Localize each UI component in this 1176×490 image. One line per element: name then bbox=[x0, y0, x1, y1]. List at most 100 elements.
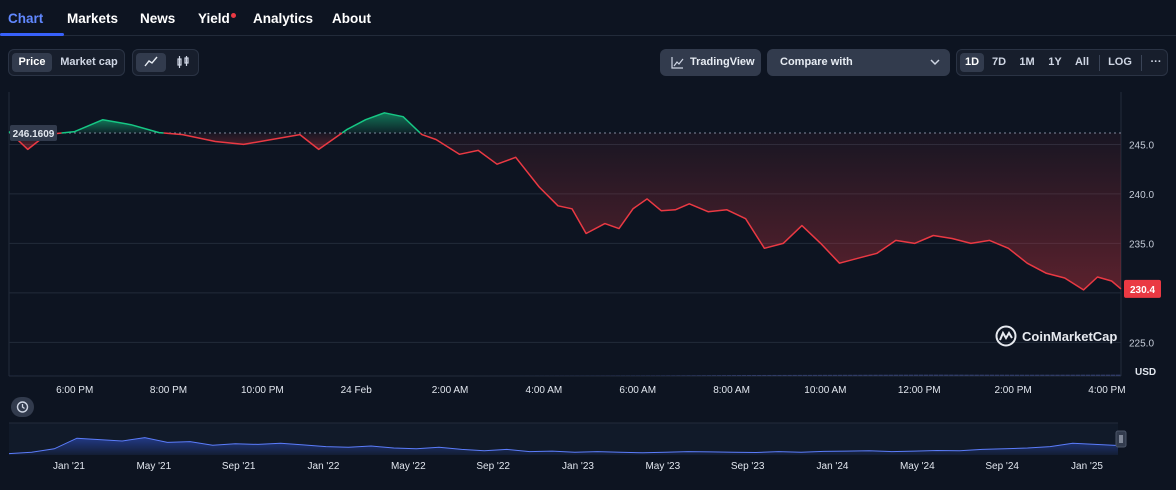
price-button[interactable]: Price bbox=[12, 53, 52, 72]
tab-yield[interactable]: Yield bbox=[198, 11, 236, 26]
volume-bar bbox=[706, 375, 711, 376]
y-tick-label: 240.0 bbox=[1129, 190, 1154, 201]
x-tick-label: 2:00 AM bbox=[432, 385, 469, 396]
tradingview-button[interactable]: TradingView bbox=[660, 49, 761, 76]
candlestick-button[interactable] bbox=[168, 53, 198, 72]
volume-bar bbox=[782, 374, 787, 376]
overview-tick-label: Sep '23 bbox=[731, 461, 765, 472]
y-tick-label: 245.0 bbox=[1129, 140, 1154, 151]
volume-bar bbox=[954, 374, 959, 376]
range-1m[interactable]: 1M bbox=[1019, 56, 1035, 68]
volume-bar bbox=[944, 374, 949, 376]
overview-tick-label: May '23 bbox=[645, 461, 680, 472]
price-line-up bbox=[341, 112, 421, 134]
overview-navigator[interactable]: Jan '21 May '21 Sep '21 Jan '22 May '22 Sep '… bbox=[8, 422, 1127, 472]
log-scale-button[interactable]: LOG bbox=[1108, 56, 1132, 68]
volume-bar bbox=[772, 374, 777, 376]
volume-bar bbox=[959, 374, 964, 376]
volume-bar bbox=[999, 374, 1005, 376]
x-tick-label: 8:00 PM bbox=[150, 385, 187, 396]
last-price-bg bbox=[1124, 279, 1161, 298]
market-cap-button[interactable]: Market cap bbox=[60, 56, 118, 68]
volume-bar bbox=[1085, 374, 1091, 376]
volume-bar bbox=[797, 374, 802, 376]
y-tick-label: 235.0 bbox=[1129, 239, 1154, 250]
range-all[interactable]: All bbox=[1074, 56, 1090, 68]
volume-bar bbox=[1070, 374, 1075, 376]
tab-yield-label: Yield bbox=[198, 11, 230, 26]
volume-bar bbox=[696, 375, 701, 376]
coinmarketcap-logo-icon bbox=[995, 325, 1017, 347]
volume-bar bbox=[787, 374, 792, 376]
overview-tick-label: Jan '22 bbox=[308, 461, 340, 472]
volume-bar bbox=[1065, 374, 1070, 376]
volume-bar bbox=[741, 375, 747, 376]
volume-bar bbox=[843, 374, 848, 376]
volume-bar bbox=[746, 375, 752, 376]
line-chart-button[interactable] bbox=[136, 53, 166, 72]
volume-bar bbox=[1004, 374, 1010, 376]
x-tick-label: 4:00 PM bbox=[1088, 385, 1125, 396]
volume-bar bbox=[893, 374, 898, 376]
overview-tick-label: Jan '25 bbox=[1071, 461, 1103, 472]
x-tick-label: 10:00 AM bbox=[804, 385, 846, 396]
volume-bar bbox=[1045, 374, 1050, 376]
range-1d[interactable]: 1D bbox=[960, 53, 984, 72]
tab-chart[interactable]: Chart bbox=[8, 11, 44, 26]
compare-dropdown[interactable]: Compare with bbox=[767, 49, 950, 76]
price-line-down bbox=[163, 132, 343, 151]
volume-bar bbox=[908, 374, 914, 376]
volume-bar bbox=[923, 374, 929, 376]
tab-about[interactable]: About bbox=[332, 11, 371, 26]
tab-analytics[interactable]: Analytics bbox=[253, 11, 314, 26]
range-1y[interactable]: 1Y bbox=[1048, 56, 1062, 68]
volume-bar bbox=[984, 374, 989, 376]
watermark-text: CoinMarketCap bbox=[1022, 328, 1118, 344]
metric-toggle: Price Market cap bbox=[8, 49, 125, 76]
volume-bar bbox=[691, 375, 696, 376]
price-area-down bbox=[163, 132, 343, 150]
x-tick-label: 12:00 PM bbox=[898, 385, 941, 396]
active-tab-indicator bbox=[0, 33, 64, 36]
x-tick-label: 2:00 PM bbox=[994, 385, 1031, 396]
tab-markets[interactable]: Markets bbox=[67, 11, 119, 26]
volume-bar bbox=[752, 374, 757, 376]
volume-bar bbox=[1055, 374, 1060, 376]
currency-label: USD bbox=[1135, 367, 1157, 378]
more-options-button[interactable]: ··· bbox=[1150, 56, 1162, 68]
volume-bar bbox=[1115, 374, 1121, 376]
range-7d[interactable]: 7D bbox=[991, 56, 1007, 68]
volume-bar bbox=[817, 374, 823, 376]
volume-bar bbox=[701, 375, 706, 376]
volume-bar bbox=[661, 375, 666, 376]
volume-bar bbox=[898, 374, 904, 376]
volume-bar bbox=[979, 374, 984, 376]
volume-bar bbox=[878, 374, 883, 376]
y-tick-label: 225.0 bbox=[1129, 338, 1154, 349]
history-button[interactable] bbox=[11, 397, 34, 417]
x-tick-label: 6:00 PM bbox=[56, 385, 93, 396]
volume-bar bbox=[913, 374, 919, 376]
volume-bar bbox=[655, 375, 661, 376]
overview-tick-label: Jan '23 bbox=[562, 461, 594, 472]
volume-bar bbox=[711, 375, 717, 376]
volume-bar bbox=[837, 374, 843, 376]
volume-bar bbox=[994, 374, 1000, 376]
tab-news[interactable]: News bbox=[140, 11, 176, 26]
history-icon bbox=[16, 401, 29, 413]
volume-bar bbox=[949, 374, 954, 376]
x-tick-label: 24 Feb bbox=[341, 385, 373, 396]
volume-bar bbox=[721, 375, 727, 376]
volume-bar bbox=[812, 374, 818, 376]
overview-tick-label: May '24 bbox=[900, 461, 935, 472]
x-tick-label: 10:00 PM bbox=[241, 385, 284, 396]
volume-bar bbox=[1014, 374, 1020, 376]
volume-bar bbox=[807, 374, 813, 376]
volume-bar bbox=[888, 374, 893, 376]
price-area-up bbox=[61, 119, 164, 133]
range-selector: 1D 7D 1M 1Y All LOG ··· bbox=[956, 49, 1168, 76]
overview-area bbox=[9, 437, 1118, 455]
volume-bar bbox=[903, 374, 909, 376]
